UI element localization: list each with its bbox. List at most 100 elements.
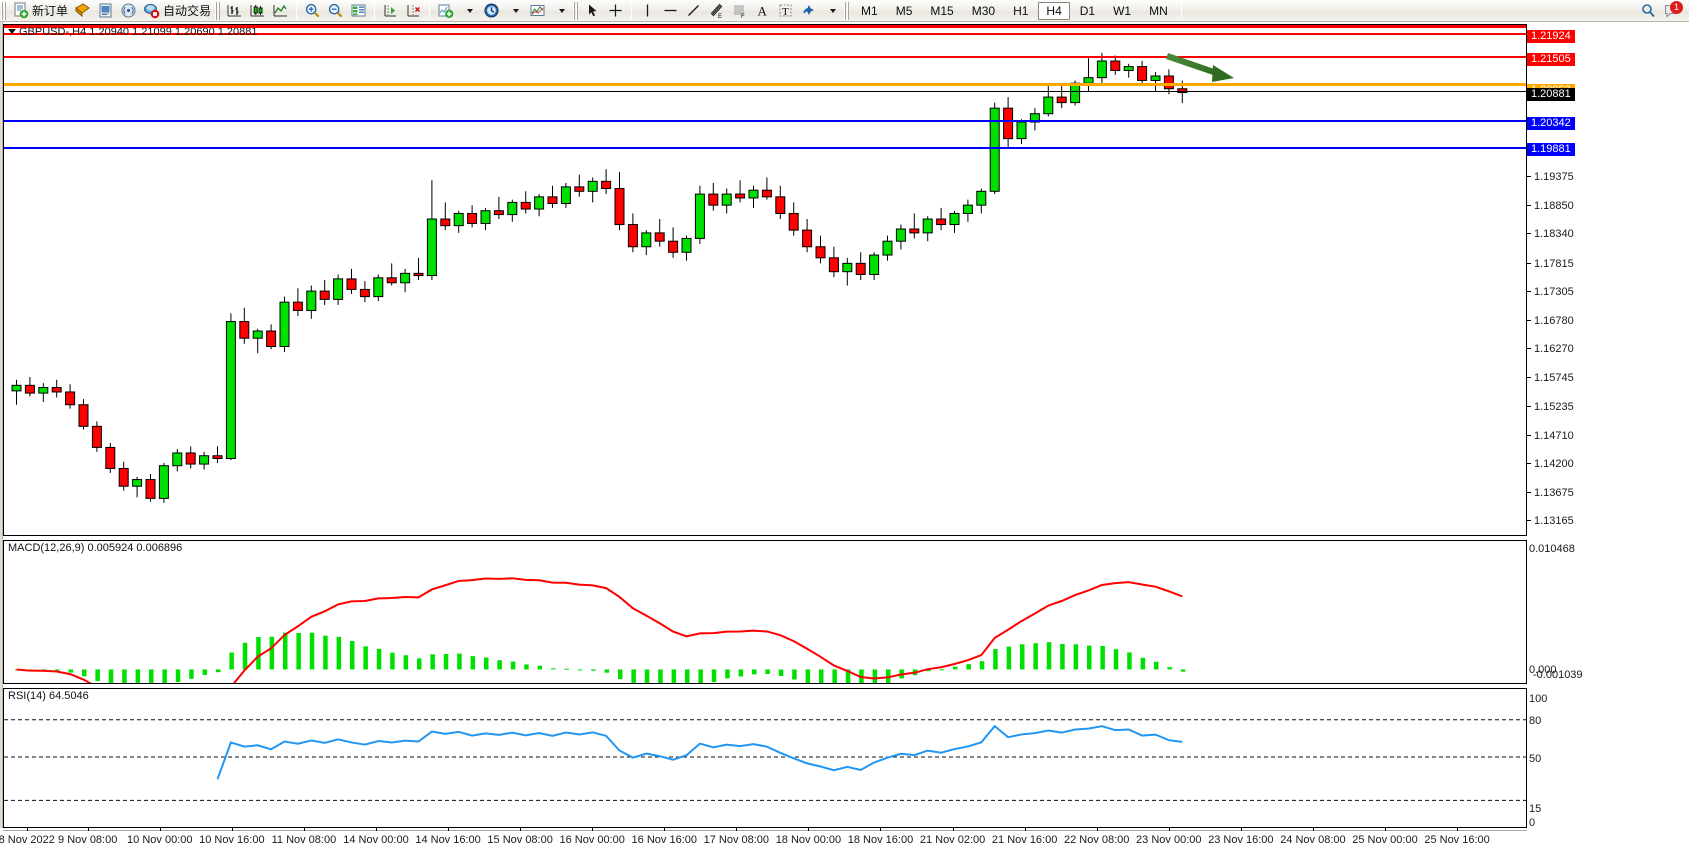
timeframe-mn[interactable]: MN [1149,3,1168,18]
notification-badge: 1 [1670,0,1683,14]
arrows-icon[interactable] [798,1,819,21]
svg-text:A: A [758,4,768,19]
timeframe-h1[interactable]: H1 [1013,3,1029,18]
timeframe-h4[interactable]: H4 [1038,1,1070,20]
data-window-icon[interactable] [348,1,369,21]
period-dropdown[interactable] [504,1,525,21]
toolbar-separator-4 [631,2,633,19]
price-pane[interactable]: GBPUSD-,H4 1.20940 1.21099 1.20690 1.208… [3,24,1527,536]
price-tick: 1.13675 [1527,488,1574,499]
equidistant-channel-icon[interactable]: E [706,1,727,21]
level-line-1-21924[interactable] [4,33,1526,35]
notification-icon[interactable]: 1 [1661,0,1683,21]
rsi-scale-label: 100 [1529,693,1548,705]
time-label: 25 Nov 16:00 [1424,834,1490,846]
price-tag-support2[interactable]: 1.19881 [1527,143,1575,156]
level-line-1-21505[interactable] [4,56,1526,58]
price-tag-support1[interactable]: 1.20342 [1527,117,1575,131]
macd-pane[interactable]: MACD(12,26,9) 0.005924 0.006896 [3,540,1527,684]
rsi-title: RSI(14) 64.5046 [8,690,89,702]
add-indicator-button[interactable] [435,1,456,21]
zoom-out-icon[interactable] [325,1,346,21]
chart-left-gutter [0,22,3,828]
trendline-icon[interactable] [683,1,704,21]
chart-shift-icon[interactable] [403,1,424,21]
time-tick [736,827,738,831]
rsi-scale-label: 50 [1529,753,1542,765]
add-indicator-dropdown[interactable] [458,1,479,21]
line-chart-icon[interactable] [270,1,291,21]
signals-icon[interactable] [118,1,139,21]
price-tick: 1.15745 [1527,373,1574,384]
macd-scale-label: 0.000 [1529,664,1557,676]
price-tag-top-level[interactable]: 1.21924 [1527,29,1575,43]
macd-scale-label: -0.001039 [1533,669,1583,681]
chart-collapse-icon[interactable] [8,29,16,34]
new-order-button[interactable]: 新订单 [10,1,70,21]
period-clock-icon[interactable] [481,1,502,21]
time-tick [1384,827,1386,831]
level-line-1-19881[interactable] [4,147,1526,149]
time-tick [1168,827,1170,831]
auto-scroll-icon[interactable] [380,1,401,21]
price-tick: 1.17305 [1527,286,1574,298]
search-icon[interactable] [1638,1,1659,21]
level-line-1-20953-pivot[interactable] [4,83,1526,86]
crosshair-icon[interactable] [605,1,626,21]
rsi-pane[interactable]: RSI(14) 64.5046 [3,688,1527,828]
time-tick [880,827,882,831]
autotrading-button[interactable]: 自动交易 [141,1,213,21]
rsi-scale-label: 15 [1529,803,1542,815]
toolbar-grip-3[interactable] [573,1,580,20]
vertical-line-icon[interactable] [637,1,658,21]
price-scale[interactable]: 1.19375 1.18850 1.18340 1.17815 1.17305 1.167… [1527,24,1686,829]
time-tick [808,827,810,831]
symbol-ohlc-text: GBPUSD-,H4 1.20940 1.21099 1.20690 1.208… [19,26,258,38]
time-label: 8 Nov 2022 [0,834,55,846]
timeframe-w1[interactable]: W1 [1113,3,1132,18]
new-order-label: 新订单 [32,4,69,18]
time-tick [664,827,666,831]
toolbar-separator-5 [1180,2,1182,19]
bar-chart-icon[interactable] [224,1,245,21]
horizontal-line-icon[interactable] [660,1,681,21]
time-label: 10 Nov 16:00 [199,834,265,846]
timeframe-m15[interactable]: M15 [930,3,954,18]
text-box-icon[interactable]: T [775,1,796,21]
toolbar-grip-4[interactable] [844,1,851,20]
time-label: 9 Nov 08:00 [58,834,118,846]
toolbar-grip[interactable] [1,1,7,20]
zoom-in-icon[interactable] [302,1,323,21]
time-label: 23 Nov 00:00 [1136,834,1202,846]
wallet-icon[interactable] [72,1,93,21]
chart-area[interactable]: GBPUSD-,H4 1.20940 1.21099 1.20690 1.208… [0,22,1689,857]
fibonacci-icon[interactable]: F [729,1,750,21]
toolbar-grip-2[interactable] [215,1,222,20]
price-tag-resistance[interactable]: 1.21505 [1527,52,1575,66]
time-axis[interactable]: 8 Nov 2022 9 Nov 08:00 10 Nov 00:00 10 Nov … [0,827,1527,855]
price-tick: 1.16270 [1527,344,1574,355]
price-tag-bid[interactable]: 1.20881 [1527,87,1575,101]
timeframe-m1[interactable]: M1 [861,3,878,18]
timeframe-m30[interactable]: M30 [971,3,996,18]
pointer-icon[interactable] [582,1,603,21]
time-label: 24 Nov 08:00 [1280,834,1346,846]
time-label: 15 Nov 08:00 [487,834,553,846]
trend-arrow-annotation[interactable] [1154,41,1454,121]
terminal-icon[interactable] [95,1,116,21]
timeframe-m5[interactable]: M5 [895,3,913,18]
candlestick-chart-icon[interactable] [247,1,268,21]
arrows-dropdown[interactable] [821,1,842,21]
text-label-icon[interactable]: A [752,1,773,21]
price-tick: 1.18850 [1527,201,1574,212]
time-label: 16 Nov 16:00 [631,834,697,846]
time-label: 21 Nov 16:00 [991,834,1058,846]
price-tick: 1.18340 [1527,229,1574,240]
template-icon[interactable] [527,1,548,21]
level-line-1-20342[interactable] [4,120,1526,122]
rsi-series [4,719,1526,801]
timeframe-d1[interactable]: D1 [1079,3,1096,18]
main-toolbar: 新订单 自动交易 [0,0,1689,22]
macd-scale-label: 0.010468 [1529,543,1575,555]
template-dropdown[interactable] [550,1,571,21]
